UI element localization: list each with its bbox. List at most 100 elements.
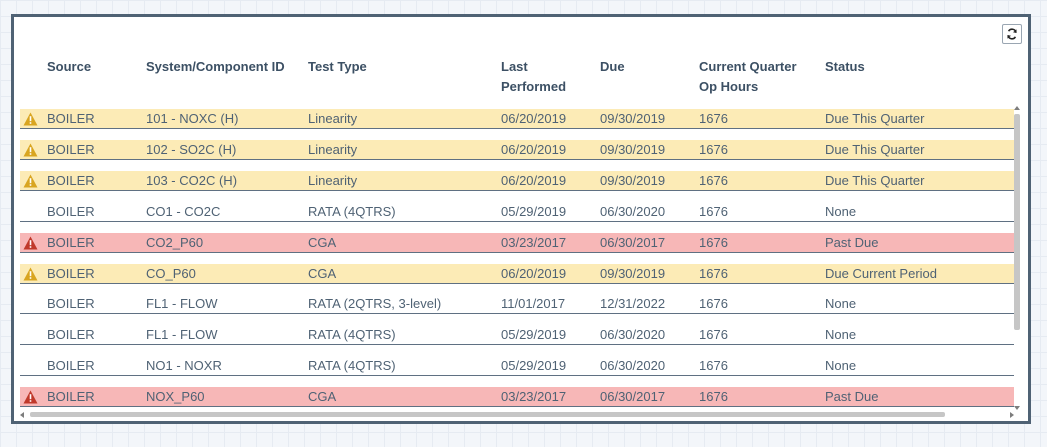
cell-test-type: CGA (308, 235, 337, 250)
cell-op-hours: 1676 (699, 111, 728, 126)
cell-op-hours: 1676 (699, 173, 728, 188)
table-row[interactable]: BOILER 101 - NOXC (H) Linearity 06/20/2019 0… (20, 109, 1014, 129)
column-header-op-hours-line1: Current Quarter (699, 59, 797, 74)
scroll-up-arrow-icon[interactable] (1014, 106, 1020, 110)
cell-status: Due This Quarter (825, 142, 925, 157)
refresh-icon (1007, 28, 1017, 40)
alert-icon (23, 236, 38, 250)
horizontal-scrollbar[interactable] (20, 410, 1014, 419)
table-row[interactable]: BOILER 102 - SO2C (H) Linearity 06/20/2019 0… (20, 140, 1014, 160)
cell-test-type: RATA (4QTRS) (308, 204, 396, 219)
cell-due: 06/30/2020 (600, 358, 666, 373)
cell-source: BOILER (47, 142, 95, 157)
cell-due: 12/31/2022 (600, 296, 666, 311)
cell-op-hours: 1676 (699, 142, 728, 157)
table-row[interactable]: BOILER FL1 - FLOW RATA (4QTRS) 05/29/2019 06… (20, 325, 1014, 345)
cell-op-hours: 1676 (699, 327, 728, 342)
cell-source: BOILER (47, 389, 95, 404)
horizontal-scroll-thumb[interactable] (30, 412, 945, 417)
scroll-right-arrow-icon[interactable] (1010, 412, 1014, 418)
cell-due: 09/30/2019 (600, 266, 666, 281)
qa-test-grid-panel: Source System/Component ID Test Type Las… (11, 14, 1031, 424)
cell-status: Past Due (825, 235, 879, 250)
cell-status: None (825, 327, 857, 342)
cell-last-performed: 11/01/2017 (501, 296, 566, 311)
table-row[interactable]: BOILER CO_P60 CGA 06/20/2019 09/30/2019 1676 D… (20, 264, 1014, 284)
cell-source: BOILER (47, 327, 95, 342)
cell-source: BOILER (47, 173, 95, 188)
cell-system: 102 - SO2C (H) (146, 142, 237, 157)
warning-icon (23, 112, 38, 126)
warning-icon (23, 174, 38, 188)
scroll-left-arrow-icon[interactable] (20, 412, 24, 418)
cell-op-hours: 1676 (699, 358, 728, 373)
cell-due: 09/30/2019 (600, 142, 666, 157)
cell-system: 101 - NOXC (H) (146, 111, 239, 126)
cell-test-type: CGA (308, 266, 337, 281)
cell-status: Due This Quarter (825, 111, 925, 126)
cell-system: FL1 - FLOW (146, 327, 218, 342)
cell-system: CO2_P60 (146, 235, 204, 250)
column-header-op-hours-line2: Op Hours (699, 79, 759, 94)
table-header: Source System/Component ID Test Type Las… (14, 57, 1014, 107)
cell-system: CO_P60 (146, 266, 196, 281)
cell-due: 09/30/2019 (600, 173, 666, 188)
column-header-system[interactable]: System/Component ID (146, 59, 285, 74)
cell-system: CO1 - CO2C (146, 204, 221, 219)
cell-due: 06/30/2020 (600, 204, 666, 219)
cell-status: None (825, 296, 857, 311)
cell-last-performed: 05/29/2019 (501, 204, 567, 219)
cell-due: 06/30/2020 (600, 327, 666, 342)
cell-test-type: Linearity (308, 173, 358, 188)
cell-source: BOILER (47, 296, 95, 311)
cell-source: BOILER (47, 204, 95, 219)
cell-last-performed: 06/20/2019 (501, 266, 567, 281)
cell-status: None (825, 358, 857, 373)
cell-last-performed: 06/20/2019 (501, 142, 567, 157)
column-header-op-hours[interactable]: Current Quarter Op Hours (699, 57, 797, 97)
cell-last-performed: 06/20/2019 (501, 173, 567, 188)
cell-test-type: RATA (4QTRS) (308, 327, 396, 342)
cell-last-performed: 05/29/2019 (501, 358, 567, 373)
cell-last-performed: 03/23/2017 (501, 235, 567, 250)
column-header-last-performed[interactable]: Last Performed (501, 57, 566, 97)
cell-source: BOILER (47, 266, 95, 281)
refresh-button[interactable] (1002, 24, 1022, 44)
warning-icon (23, 267, 38, 281)
cell-system: 103 - CO2C (H) (146, 173, 238, 188)
scroll-down-arrow-icon[interactable] (1014, 406, 1020, 410)
cell-status: Past Due (825, 389, 879, 404)
vertical-scrollbar[interactable] (1013, 104, 1022, 410)
table-row[interactable]: BOILER CO2_P60 CGA 03/23/2017 06/30/2017 1676… (20, 233, 1014, 253)
table-row[interactable]: BOILER NOX_P60 CGA 03/23/2017 06/30/2017 1676… (20, 387, 1014, 407)
cell-test-type: Linearity (308, 111, 358, 126)
column-header-source[interactable]: Source (47, 59, 92, 74)
column-header-status[interactable]: Status (825, 59, 865, 74)
cell-source: BOILER (47, 235, 95, 250)
cell-system: NO1 - NOXR (146, 358, 222, 373)
cell-op-hours: 1676 (699, 266, 728, 281)
table-row[interactable]: BOILER FL1 - FLOW RATA (2QTRS, 3-level) 11/… (20, 294, 1014, 314)
cell-last-performed: 06/20/2019 (501, 111, 567, 126)
cell-due: 09/30/2019 (600, 111, 666, 126)
cell-due: 06/30/2017 (600, 389, 666, 404)
cell-op-hours: 1676 (699, 389, 728, 404)
table-row[interactable]: BOILER 103 - CO2C (H) Linearity 06/20/2019 0… (20, 171, 1014, 191)
cell-op-hours: 1676 (699, 296, 728, 311)
cell-test-type: RATA (4QTRS) (308, 358, 396, 373)
cell-op-hours: 1676 (699, 235, 728, 250)
column-header-test-type[interactable]: Test Type (308, 59, 367, 74)
warning-icon (23, 143, 38, 157)
cell-last-performed: 05/29/2019 (501, 327, 567, 342)
cell-test-type: CGA (308, 389, 337, 404)
table-row[interactable]: BOILER NO1 - NOXR RATA (4QTRS) 05/29/2019 06… (20, 356, 1014, 376)
column-header-due[interactable]: Due (600, 59, 625, 74)
cell-system: FL1 - FLOW (146, 296, 218, 311)
column-header-last-performed-line2: Performed (501, 79, 567, 94)
table-row[interactable]: BOILER CO1 - CO2C RATA (4QTRS) 05/29/2019 06… (20, 202, 1014, 222)
vertical-scroll-thumb[interactable] (1014, 114, 1020, 330)
cell-system: NOX_P60 (146, 389, 205, 404)
cell-test-type: RATA (2QTRS, 3-level) (308, 296, 442, 311)
alert-icon (23, 390, 38, 404)
cell-status: None (825, 204, 857, 219)
